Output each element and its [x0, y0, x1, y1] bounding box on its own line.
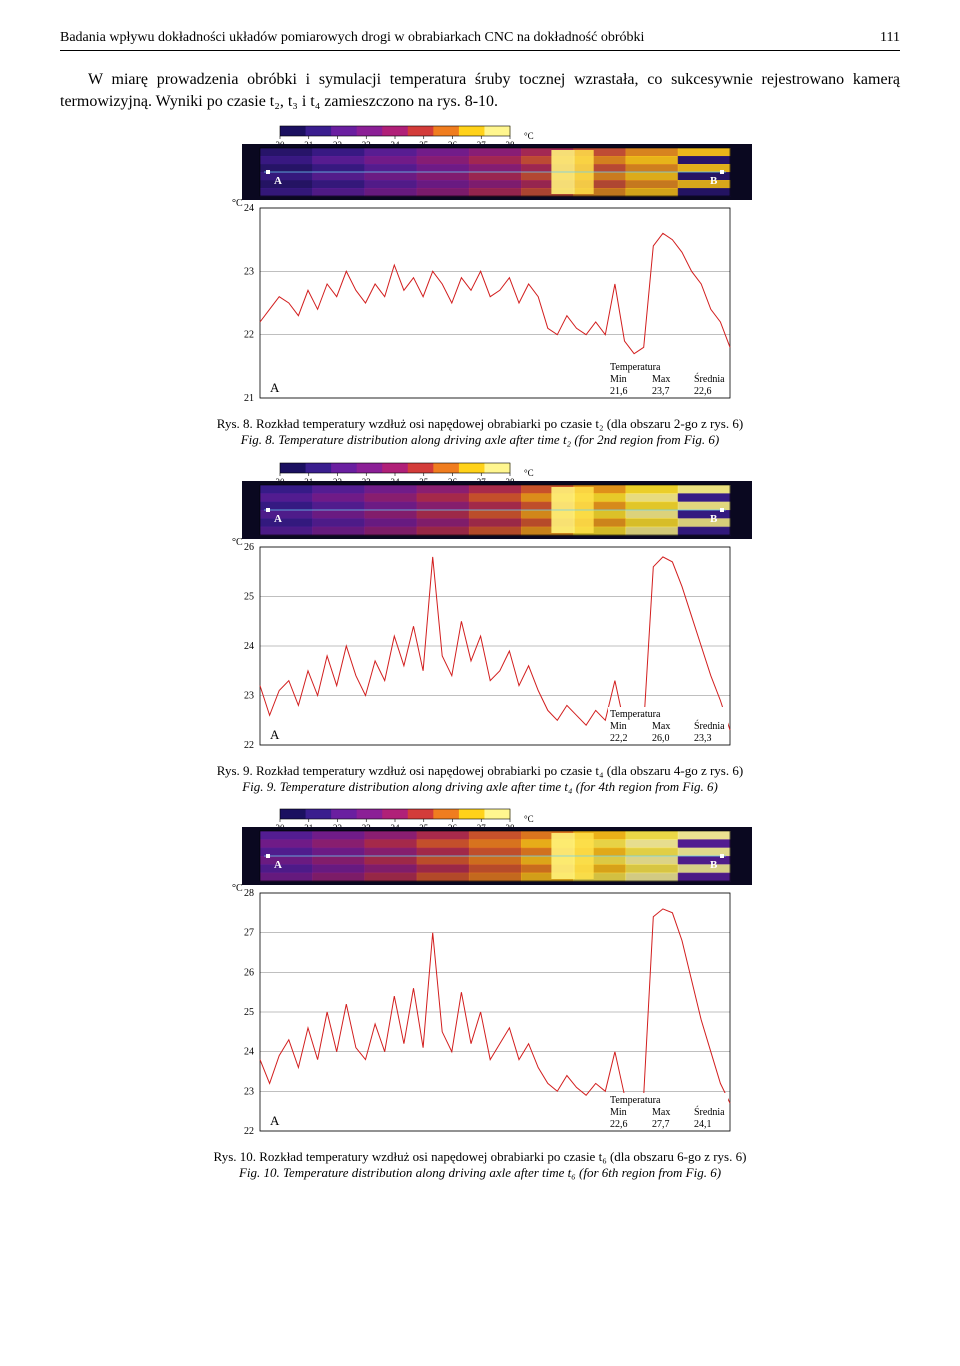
- fig9-caption-en: Fig. 9. Temperature distribution along d…: [60, 779, 900, 795]
- svg-text:25: 25: [244, 591, 254, 602]
- svg-text:Średnia: Średnia: [694, 373, 725, 385]
- svg-text:Średnia: Średnia: [694, 720, 725, 732]
- running-head: Badania wpływu dokładności układów pomia…: [60, 30, 644, 46]
- svg-text:26,0: 26,0: [652, 733, 670, 744]
- svg-text:A: A: [270, 380, 280, 395]
- svg-text:Temperatura: Temperatura: [610, 709, 661, 720]
- svg-text:24: 24: [244, 203, 254, 214]
- svg-text:°C: °C: [524, 468, 534, 478]
- figure-8: 202122232425262728°CAB°C21222324ABTemper…: [60, 120, 900, 410]
- fig8-caption-pl: Rys. 8. Rozkład temperatury wzdłuż osi n…: [60, 416, 900, 432]
- svg-text:22: 22: [244, 1126, 254, 1137]
- svg-text:B: B: [710, 859, 718, 871]
- svg-text:25: 25: [244, 1007, 254, 1018]
- svg-text:Min: Min: [610, 374, 627, 385]
- svg-text:B: B: [710, 513, 718, 525]
- svg-text:A: A: [270, 1113, 280, 1128]
- svg-text:21: 21: [244, 393, 254, 404]
- svg-text:A: A: [270, 727, 280, 742]
- svg-text:26: 26: [244, 542, 254, 553]
- paragraph-text: W miarę prowadzenia obróbki i symulacji …: [60, 69, 900, 112]
- fig9-caption-pl: Rys. 9. Rozkład temperatury wzdłuż osi n…: [60, 763, 900, 779]
- svg-text:Temperatura: Temperatura: [610, 1095, 661, 1106]
- svg-text:23: 23: [244, 267, 254, 278]
- svg-text:22,6: 22,6: [694, 386, 712, 397]
- svg-text:21,6: 21,6: [610, 386, 628, 397]
- fig8-caption-en: Fig. 8. Temperature distribution along d…: [60, 432, 900, 448]
- figure-9: 202122232425262728°CAB°C2223242526ABTemp…: [60, 457, 900, 757]
- svg-text:27,7: 27,7: [652, 1119, 670, 1130]
- svg-text:B: B: [710, 175, 718, 187]
- header-divider: [60, 50, 900, 51]
- svg-text:24: 24: [244, 641, 254, 652]
- svg-text:23: 23: [244, 1087, 254, 1098]
- svg-text:°C: °C: [524, 814, 534, 824]
- page-number: 111: [880, 30, 900, 46]
- svg-text:23,3: 23,3: [694, 733, 712, 744]
- svg-text:°C: °C: [232, 198, 243, 209]
- svg-text:A: A: [274, 175, 282, 187]
- svg-text:22,6: 22,6: [610, 1119, 628, 1130]
- svg-text:24: 24: [244, 1047, 254, 1058]
- svg-text:26: 26: [244, 968, 254, 979]
- svg-text:23: 23: [244, 690, 254, 701]
- svg-text:Max: Max: [652, 374, 670, 385]
- svg-text:22: 22: [244, 330, 254, 341]
- svg-text:28: 28: [244, 888, 254, 899]
- svg-text:A: A: [274, 859, 282, 871]
- fig8-caption: Rys. 8. Rozkład temperatury wzdłuż osi n…: [60, 416, 900, 449]
- fig9-caption: Rys. 9. Rozkład temperatury wzdłuż osi n…: [60, 763, 900, 796]
- svg-text:22,2: 22,2: [610, 733, 628, 744]
- svg-text:°C: °C: [232, 537, 243, 548]
- svg-text:Max: Max: [652, 1107, 670, 1118]
- fig10-caption: Rys. 10. Rozkład temperatury wzdłuż osi …: [60, 1149, 900, 1182]
- svg-text:A: A: [274, 513, 282, 525]
- svg-text:Średnia: Średnia: [694, 1106, 725, 1118]
- figure-10: 202122232425262728°CAB°C22232425262728AB…: [60, 803, 900, 1143]
- svg-text:°C: °C: [524, 131, 534, 141]
- svg-text:27: 27: [244, 928, 254, 939]
- fig10-caption-pl: Rys. 10. Rozkład temperatury wzdłuż osi …: [60, 1149, 900, 1165]
- svg-text:Min: Min: [610, 721, 627, 732]
- fig10-caption-en: Fig. 10. Temperature distribution along …: [60, 1165, 900, 1181]
- svg-text:°C: °C: [232, 883, 243, 894]
- svg-text:23,7: 23,7: [652, 386, 670, 397]
- svg-text:Temperatura: Temperatura: [610, 362, 661, 373]
- svg-text:22: 22: [244, 740, 254, 751]
- svg-text:Max: Max: [652, 721, 670, 732]
- svg-text:Min: Min: [610, 1107, 627, 1118]
- svg-text:24,1: 24,1: [694, 1119, 712, 1130]
